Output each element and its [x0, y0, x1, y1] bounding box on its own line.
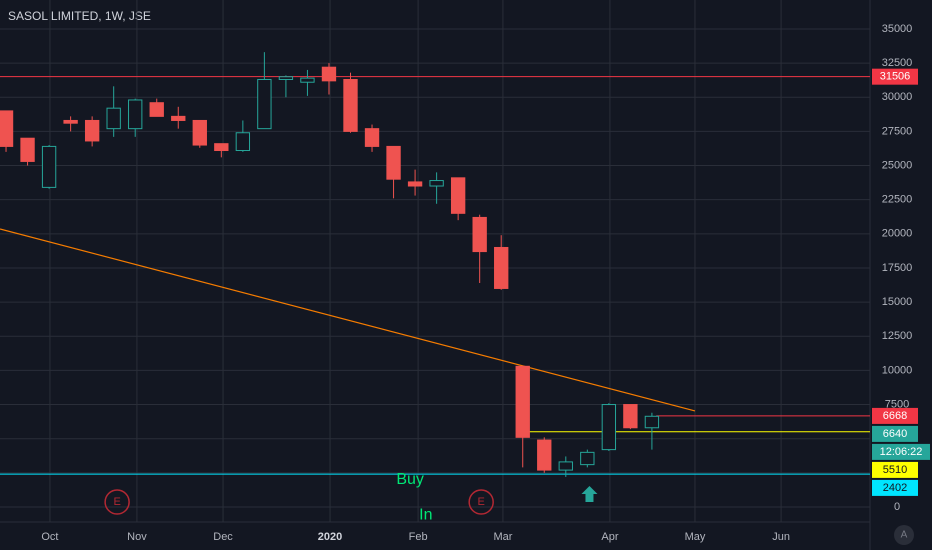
- trendline: [0, 228, 696, 412]
- y-tick-label: 17500: [882, 262, 913, 274]
- event-label: E: [113, 496, 120, 508]
- price-label: 6640: [883, 428, 907, 440]
- y-tick-label: 15000: [882, 296, 913, 308]
- candle-body: [537, 439, 552, 471]
- candle-body: [63, 119, 78, 124]
- x-tick-label: Jun: [772, 531, 790, 543]
- countdown: 12:06:22: [880, 446, 923, 458]
- y-tick-label: 7500: [885, 398, 909, 410]
- candle-body: [321, 66, 337, 82]
- candle-body: [623, 404, 638, 429]
- countdown-bg: [872, 443, 930, 460]
- candle-body: [257, 78, 272, 130]
- candle-body: [558, 461, 573, 471]
- event-label: E: [478, 496, 485, 508]
- candle-body: [644, 415, 660, 429]
- price-label-bg: [872, 461, 918, 478]
- candle-body: [192, 119, 207, 146]
- candle-body: [472, 216, 487, 253]
- y-tick-label: 30000: [882, 91, 913, 103]
- price-label: 2402: [883, 482, 907, 494]
- price-label-bg: [872, 407, 918, 424]
- candle-body: [149, 102, 164, 117]
- candle-body: [429, 180, 444, 187]
- candle-body: [84, 119, 100, 142]
- y-tick-label: 22500: [882, 194, 913, 206]
- y-tick-label: 10000: [882, 364, 913, 376]
- candle-body: [171, 115, 186, 121]
- price-label: 5510: [883, 464, 907, 476]
- price-label-bg: [872, 425, 918, 442]
- y-tick-label: 35000: [882, 23, 913, 35]
- price-label: 31506: [880, 71, 911, 83]
- candle-body: [580, 451, 595, 466]
- chart-title: SASOL LIMITED, 1W, JSE: [8, 9, 151, 23]
- y-tick-label: 25000: [882, 159, 913, 171]
- x-tick-label: Dec: [213, 531, 233, 543]
- candle-body: [20, 137, 35, 162]
- candle-body: [494, 246, 509, 289]
- candle-body: [300, 77, 315, 83]
- event-marker[interactable]: [104, 489, 130, 515]
- price-label-bg: [872, 68, 918, 85]
- x-tick-label: 2020: [318, 531, 342, 543]
- x-tick-label: Oct: [41, 531, 58, 543]
- candle-body: [128, 99, 143, 130]
- auto-scale-label: A: [901, 530, 908, 541]
- candle-body: [450, 177, 466, 214]
- candle-body: [601, 404, 617, 451]
- x-tick-label: Nov: [127, 531, 147, 543]
- x-tick-label: Apr: [601, 531, 618, 543]
- y-tick-label: 32500: [882, 57, 913, 69]
- x-tick-label: Mar: [493, 531, 512, 543]
- annotation: Buy: [396, 471, 424, 488]
- arrow-marker: [581, 486, 598, 503]
- y-tick-label: 27500: [882, 125, 913, 137]
- candle-body: [515, 365, 530, 438]
- x-tick-label: Feb: [409, 531, 428, 543]
- price-label-bg: [872, 479, 918, 496]
- y-tick-label: 0: [894, 501, 900, 513]
- candle-body: [364, 128, 380, 147]
- candle-body: [278, 76, 294, 80]
- candle-body: [386, 145, 401, 180]
- y-tick-label: 12500: [882, 330, 913, 342]
- price-label: 6668: [883, 410, 907, 422]
- annotation: In: [419, 506, 432, 523]
- y-tick-label: 20000: [882, 228, 913, 240]
- event-marker[interactable]: [468, 489, 494, 515]
- candle-body: [235, 132, 251, 152]
- x-tick-label: May: [685, 531, 706, 543]
- candle-body: [407, 181, 423, 187]
- candle-body: [214, 143, 229, 152]
- candle-body: [106, 107, 121, 130]
- candle-body: [0, 110, 14, 147]
- auto-scale-button[interactable]: [894, 525, 914, 545]
- candle-body: [343, 78, 358, 132]
- candle-body: [41, 145, 57, 188]
